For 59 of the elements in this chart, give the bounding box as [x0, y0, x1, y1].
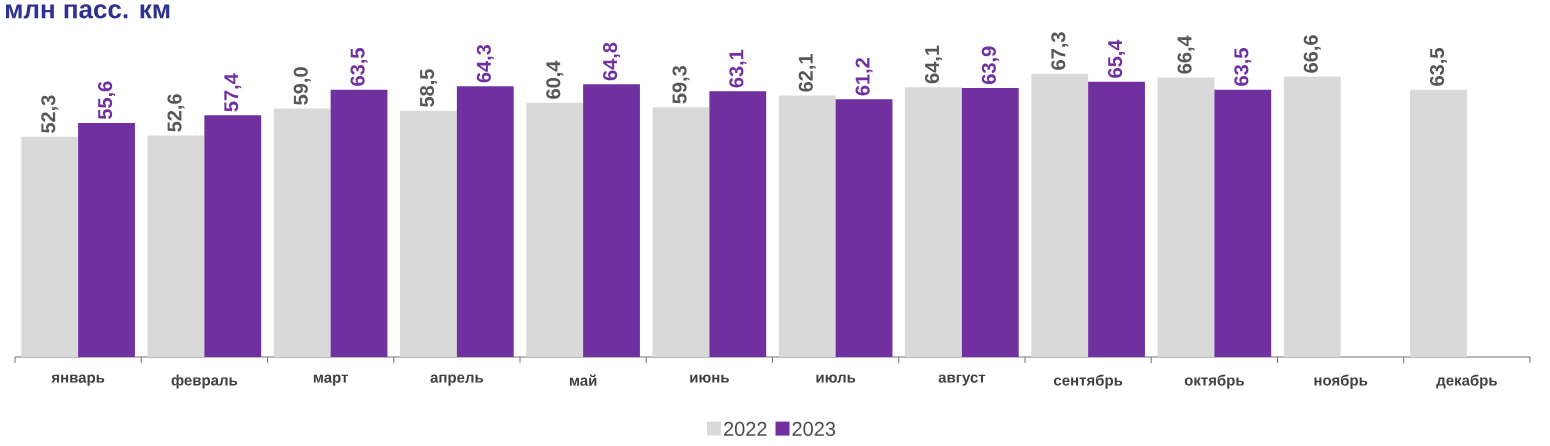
- data-label: 59,0: [293, 67, 311, 105]
- bar: [456, 86, 514, 357]
- bar: [583, 84, 640, 357]
- data-label: 65,4: [1108, 39, 1126, 78]
- data-label: 55,6: [98, 81, 116, 120]
- data-label: 52,6: [167, 94, 185, 132]
- data-label: 66,6: [1303, 35, 1321, 73]
- chart-title: млн пасс. км: [6, 4, 170, 19]
- x-tick-label: июнь: [690, 374, 729, 383]
- bar: [526, 102, 584, 357]
- data-label: 59,3: [672, 65, 690, 104]
- bar: [1088, 81, 1145, 357]
- data-label: 64,3: [476, 44, 494, 83]
- data-label: 60,4: [546, 60, 564, 99]
- bar: [330, 89, 388, 357]
- data-label: 63,9: [981, 46, 999, 85]
- bar: [147, 135, 205, 357]
- data-label: 67,3: [1051, 32, 1069, 70]
- data-label: 63,5: [1234, 48, 1252, 86]
- x-tick-label: сентябрь: [1053, 374, 1123, 389]
- bar: [961, 87, 1019, 357]
- x-tick-label: июль: [816, 374, 856, 383]
- data-label: 63,1: [729, 49, 747, 88]
- data-label: 62,1: [798, 53, 816, 92]
- bar: [21, 136, 79, 357]
- data-label: 63,5: [1429, 48, 1448, 86]
- data-label: 64,1: [924, 45, 942, 84]
- bar: [1214, 89, 1272, 357]
- legend-label: 2022: [724, 421, 767, 437]
- data-label: 66,4: [1177, 35, 1195, 74]
- data-label: 57,4: [224, 73, 242, 112]
- x-tick-label: май: [569, 374, 597, 386]
- bar: [778, 95, 836, 357]
- x-tick-label: ноябрь: [1314, 374, 1368, 389]
- bar: [1157, 77, 1215, 357]
- bar: [273, 108, 331, 357]
- x-tick-label: август: [938, 374, 986, 386]
- bar: [400, 110, 457, 357]
- data-label: 63,5: [350, 48, 368, 86]
- legend-label: 2023: [792, 421, 836, 437]
- data-label: 58,5: [419, 69, 437, 107]
- x-tick-label: февраль: [171, 374, 238, 389]
- x-tick-label: октябрь: [1184, 374, 1244, 389]
- x-tick-label: апрель: [430, 374, 484, 386]
- x-tick-label: январь: [51, 374, 105, 386]
- bar: [709, 91, 767, 357]
- data-label: 64,8: [603, 42, 621, 81]
- bar: [204, 115, 262, 357]
- bar: [1031, 73, 1089, 357]
- bar: [1410, 89, 1467, 357]
- bar: [1283, 76, 1341, 357]
- bar: [78, 122, 135, 357]
- data-label: 61,2: [855, 58, 873, 96]
- bar: [652, 107, 710, 357]
- x-tick-label: декабрь: [1436, 374, 1497, 389]
- bar: [905, 87, 962, 357]
- data-label: 52,3: [41, 95, 59, 134]
- bar: [835, 99, 893, 357]
- x-tick-label: март: [313, 374, 348, 386]
